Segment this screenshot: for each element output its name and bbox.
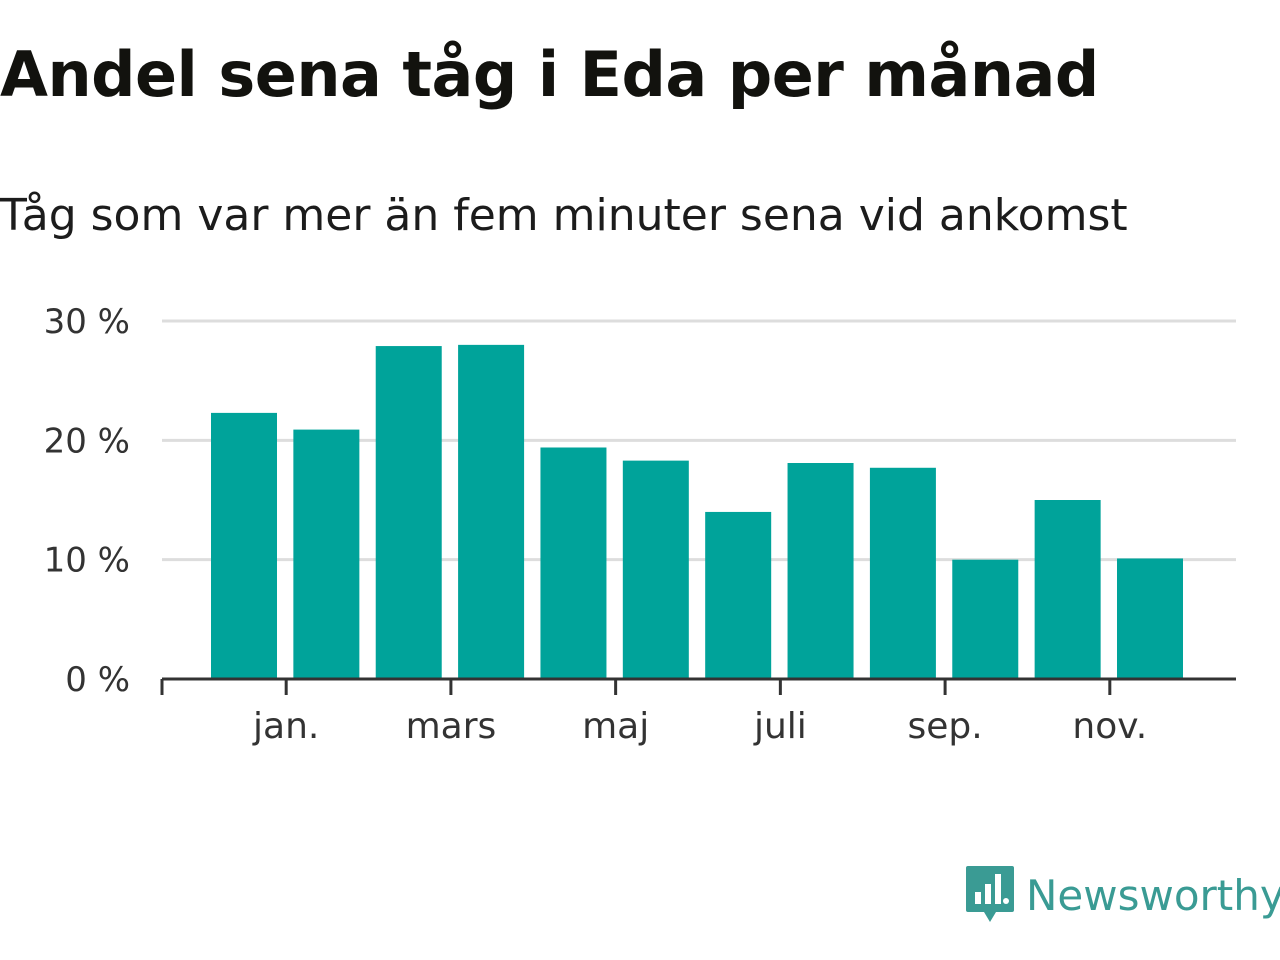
newsworthy-logo-icon xyxy=(966,866,1014,922)
chart-title: Andel sena tåg i Eda per månad xyxy=(0,38,1099,111)
x-tick-label: mars xyxy=(406,706,497,747)
y-tick-label: 10 % xyxy=(44,541,130,581)
brand-name: Newsworthy xyxy=(1026,870,1280,920)
y-axis: 0 % 10 % 20 % 30 % xyxy=(44,302,130,700)
y-tick-label: 30 % xyxy=(44,302,130,342)
bar-dec xyxy=(211,412,277,679)
bar-mars xyxy=(458,344,525,679)
bar-okt xyxy=(1034,500,1101,679)
y-tick-label: 20 % xyxy=(44,421,130,461)
bar-maj xyxy=(622,460,689,679)
bar-apr xyxy=(540,447,607,679)
bar-chart: 0 % 10 % 20 % 30 % jan. mars maj juli sep. nov. xyxy=(44,302,1236,747)
brand: Newsworthy xyxy=(964,864,1280,926)
x-tick-label: jan. xyxy=(252,706,319,747)
bar-nov xyxy=(1117,558,1183,679)
bar-feb xyxy=(375,346,442,679)
chart-subtitle: Tåg som var mer än fem minuter sena vid … xyxy=(0,190,1128,241)
y-tick-label: 0 % xyxy=(65,660,130,700)
x-tick-label: maj xyxy=(582,706,649,747)
bars xyxy=(211,344,1183,679)
x-tick-label: nov. xyxy=(1072,706,1147,747)
x-tick-label: sep. xyxy=(907,706,982,747)
bar-sep xyxy=(952,559,1019,679)
x-tick-label: juli xyxy=(753,706,807,747)
x-axis: jan. mars maj juli sep. nov. xyxy=(160,679,1147,747)
bar-aug xyxy=(869,467,936,679)
bar-juli xyxy=(787,463,854,679)
bar-juni xyxy=(705,511,772,679)
bar-jan xyxy=(293,429,360,679)
